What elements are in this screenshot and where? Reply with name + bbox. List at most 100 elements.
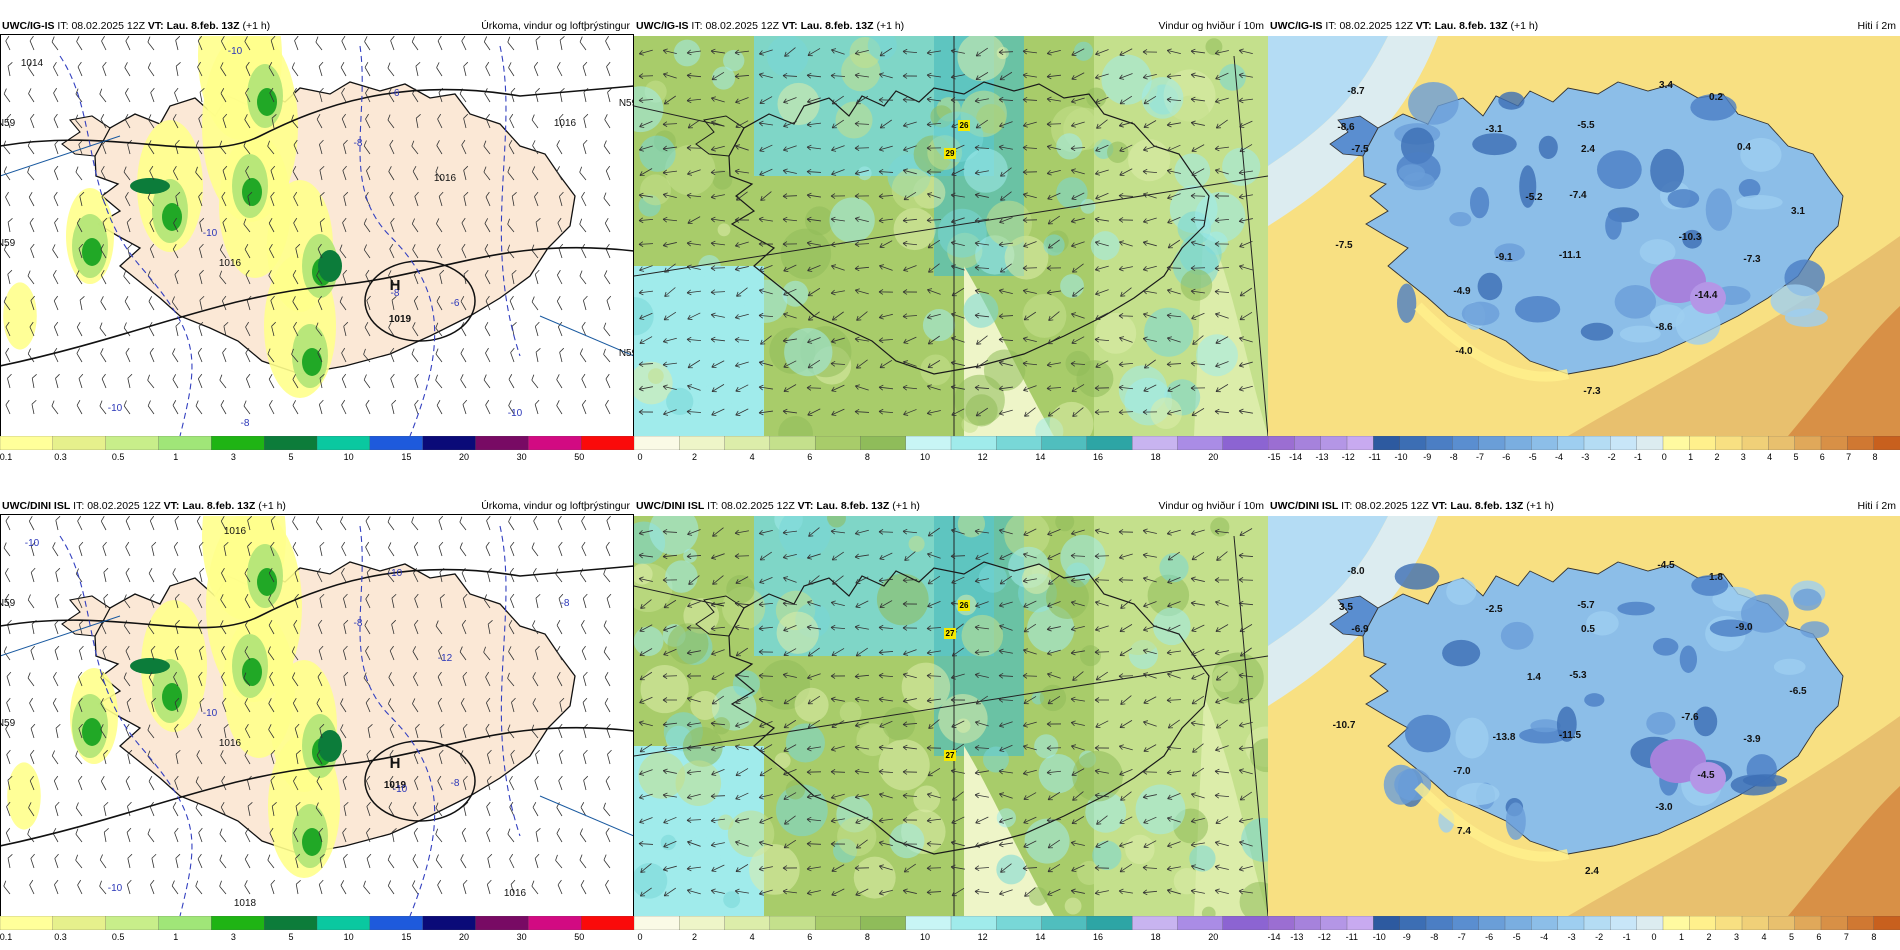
wind-colorbar-ticks: 0 2 4 6 8 10 12 14 16 18 20 [634,452,1268,464]
map-label: N59 [0,238,16,249]
temp-label: -7.6 [1681,712,1699,723]
colorbar-tick: 20 [458,452,469,462]
colorbar-tick: 0.1 [0,452,13,462]
map-label: -8 [354,618,363,629]
colorbar-tick: -4 [1540,932,1549,942]
map-label: -8 [391,288,400,299]
colorbar-tick: 0.5 [111,932,125,942]
colorbar-tick: -15 [1268,452,1281,462]
temp-label: -5.2 [1525,192,1543,203]
colorbar-tick: 6 [1819,452,1825,462]
colorbar-segment [528,916,582,930]
colorbar-segment [475,916,529,930]
colorbar-segment [1662,916,1690,930]
colorbar-segment [1222,916,1268,930]
colorbar-segment [1452,436,1480,450]
colorbar-tick: 15 [401,452,412,462]
colorbar-tick: 1 [173,932,179,942]
svg-text:27: 27 [946,629,955,638]
colorbar-tick: 10 [343,452,354,462]
colorbar-segment [1715,916,1743,930]
wind-map: 26 27 27 [634,516,1268,916]
model-name: UWC/DINI ISL [636,500,705,512]
colorbar-segment [1768,916,1796,930]
map-label: N59 [619,98,634,109]
map-label: N59 [0,718,16,729]
temp-label: -11.5 [1559,730,1582,741]
init-time: 08.02.2025 12Z [1355,500,1429,512]
colorbar-segment [422,916,477,930]
temp-label: -2.5 [1485,604,1503,615]
gust-label: 27 [944,628,956,639]
panel-wind-row2: UWC/DINI ISL IT: 08.02.2025 12Z VT: Lau.… [634,498,1268,950]
colorbar-segment [996,436,1043,450]
colorbar-tick: 18 [1150,932,1161,942]
map-label: -6 [391,88,400,99]
lead-time: (+1 h) [1526,500,1554,512]
colorbar-tick: 0.5 [111,452,125,462]
temp-label: -7.3 [1743,254,1761,265]
colorbar-segment [724,436,771,450]
init-time: 08.02.2025 12Z [87,500,161,512]
colorbar-segment [1847,916,1875,930]
panel-title: Vindur og hviður í 10m [1158,20,1264,32]
svg-text:26: 26 [960,121,969,130]
temp-label: -3.1 [1485,124,1503,135]
colorbar-tick: 4 [1767,452,1773,462]
map-label: -6 [451,298,460,309]
colorbar-tick: -10 [1394,452,1408,462]
temp-label: -7.4 [1569,190,1587,201]
temp-colorbar [1268,436,1900,450]
colorbar-tick: -11 [1368,452,1381,462]
colorbar-tick: -9 [1423,452,1432,462]
colorbar-segment [724,916,771,930]
colorbar-tick: -6 [1485,932,1494,942]
colorbar-segment [1531,916,1559,930]
temp-label: -7.5 [1335,240,1353,251]
colorbar-segment [1741,916,1769,930]
temp-colorbar [1268,916,1900,930]
colorbar-segment [679,436,726,450]
map-label: 1016 [434,173,457,184]
temp-label: -7.3 [1583,386,1601,397]
colorbar-tick: 16 [1092,932,1103,942]
colorbar-tick: 6 [1816,932,1822,942]
colorbar-tick: -12 [1317,932,1331,942]
map-label: -8 [561,598,570,609]
it-label: IT: [707,500,719,512]
colorbar-tick: -3 [1567,932,1576,942]
lead-time: (+1 h) [876,20,905,32]
colorbar-segment [1504,436,1532,450]
temp-label: -8.0 [1347,566,1365,577]
colorbar-tick: 50 [574,452,585,462]
panel-temp-row1: UWC/IG-IS IT: 08.02.2025 12Z VT: Lau. 8.… [1268,18,1900,468]
panel-precip-row2: UWC/DINI ISL IT: 08.02.2025 12Z VT: Lau.… [0,498,634,950]
colorbar-segment [905,916,952,930]
map-label: H [390,277,401,294]
panel-title: Úrkoma, vindur og loftþrýstingur [481,20,630,32]
colorbar-segment [905,436,952,450]
colorbar-tick: 0.1 [0,932,13,942]
map-label: N59 [0,598,16,609]
colorbar-tick: 1 [173,452,179,462]
map-label: -8 [354,138,363,149]
colorbar-segment [1636,436,1664,450]
temp-label: 3.5 [1339,602,1353,613]
colorbar-tick: 2 [1706,932,1712,942]
gust-label: 27 [944,750,956,761]
colorbar-segment [211,916,265,930]
temp-label: -5.7 [1577,600,1595,611]
svg-text:26: 26 [960,601,969,610]
colorbar-tick: -3 [1581,452,1590,462]
temp-label: -10.3 [1679,232,1702,243]
map-label: 1016 [224,526,247,537]
map-label: 1016 [219,258,242,269]
colorbar-tick: -5 [1528,452,1537,462]
wind-colorbar [634,916,1268,930]
colorbar-tick: 1 [1679,932,1685,942]
colorbar-segment [1086,436,1133,450]
colorbar-tick: -1 [1633,452,1642,462]
colorbar-segment [369,916,424,930]
colorbar-segment [1425,436,1453,450]
valid-time: Lau. 8.feb. 13Z [1450,500,1524,512]
